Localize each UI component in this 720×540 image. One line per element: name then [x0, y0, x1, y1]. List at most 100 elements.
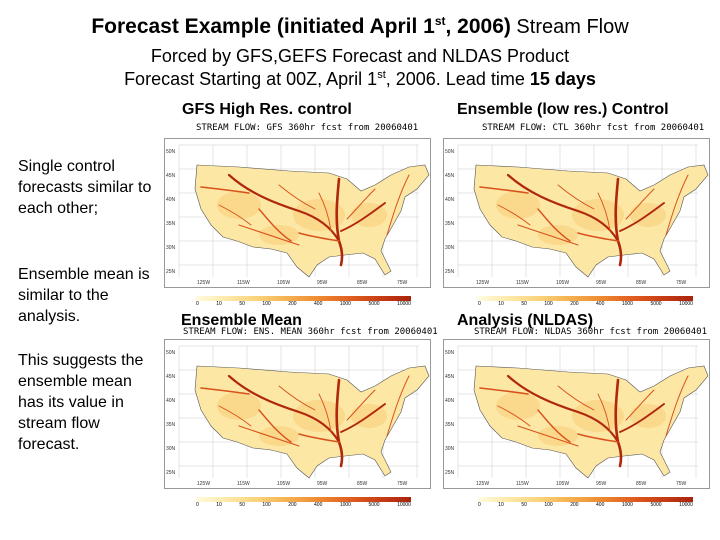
river-channel: [200, 387, 250, 395]
colorbar-gradient: [196, 296, 411, 301]
river-channel: [597, 192, 611, 232]
side-note-suggestion: This suggests the ensemble mean has its …: [18, 352, 144, 453]
river-channel: [497, 405, 531, 427]
colorbar-tick-labels: 0 10 50 100 200 400 1000 5000 10000: [196, 502, 411, 508]
longitude-label: 115W: [237, 280, 250, 286]
longitude-label: 125W: [197, 280, 210, 286]
colorbar-tick: 10000: [679, 502, 693, 508]
river-channel: [200, 186, 250, 194]
river-channel: [497, 204, 531, 226]
colorbar-tick: 100: [544, 502, 553, 508]
colorbar-tick: 200: [288, 502, 297, 508]
longitude-label: 75W: [676, 280, 687, 286]
river-channel: [665, 174, 689, 236]
colorbar-tick: 5000: [368, 502, 380, 508]
river-channel: [318, 192, 332, 232]
colorbar-tick-labels: 0 10 50 100 200 400 1000 5000 10000: [478, 502, 693, 508]
title-text-topic: Stream Flow: [510, 16, 629, 38]
river-channel: [227, 173, 341, 243]
longitude-label: 95W: [596, 280, 607, 286]
latitude-label: 40N: [445, 197, 455, 203]
latitude-label: 25N: [445, 269, 455, 275]
us-streamflow-map-ensemble-mean: 125W 115W 105W 95W 85W 75W 50N 45N 40N 35N 30N 25N: [166, 345, 430, 487]
subtitle-lead-text: , 2006. Lead time: [385, 69, 530, 89]
latitude-label: 30N: [445, 446, 455, 452]
colorbar-tick-labels: 0 10 50 100 200 400 1000 5000 10000: [478, 301, 693, 307]
longitude-label: 95W: [317, 280, 328, 286]
longitude-label: 75W: [397, 280, 408, 286]
latitude-label: 45N: [166, 173, 176, 179]
colorbar-tick: 10: [498, 502, 504, 508]
river-channel: [258, 409, 292, 443]
longitude-label: 85W: [636, 280, 647, 286]
latitude-label: 45N: [445, 173, 455, 179]
longitude-label: 105W: [277, 481, 290, 487]
colorbar-tick: 10: [216, 301, 222, 307]
latitude-label: 30N: [166, 446, 176, 452]
longitude-label: 95W: [317, 481, 328, 487]
flow-region: [538, 426, 578, 446]
river-channel: [517, 425, 579, 447]
longitude-label: 85W: [357, 481, 368, 487]
colorbar-top-left: 0 10 50 100 200 400 1000 5000 10000: [196, 296, 411, 307]
colorbar-tick-labels: 0 10 50 100 200 400 1000 5000 10000: [196, 301, 411, 307]
latitude-label: 35N: [445, 422, 455, 428]
colorbar-gradient: [478, 497, 693, 502]
map-title-analysis: STREAM FLOW: NLDAS 360hr fcst from 20060…: [474, 327, 707, 337]
river-channel: [298, 433, 340, 443]
river-channel: [577, 433, 619, 443]
flow-region: [572, 199, 624, 231]
river-channel: [537, 409, 571, 443]
side-note-ensemble-mean: Ensemble mean is similar to the analysis…: [18, 266, 150, 325]
map-title-ensemble-mean: STREAM FLOW: ENS. MEAN 360hr fcst from 2…: [183, 327, 438, 337]
colorbar-tick: 5000: [650, 502, 662, 508]
river-channel: [346, 389, 376, 421]
colorbar-gradient: [478, 296, 693, 301]
longitude-label: 105W: [556, 481, 569, 487]
colorbar-tick: 1000: [339, 301, 351, 307]
longitude-label: 85W: [357, 280, 368, 286]
colorbar-bottom-right: 0 10 50 100 200 400 1000 5000 10000: [478, 497, 693, 508]
side-note-control: Single control forecasts similar to each…: [18, 158, 152, 217]
us-streamflow-map-ensemble-control: 125W 115W 105W 95W 85W 75W 50N 45N 40N 35N 30N 25N: [445, 144, 709, 286]
river-channel: [506, 374, 620, 444]
flow-region: [496, 392, 540, 420]
latitude-label: 30N: [166, 245, 176, 251]
latitude-label: 45N: [445, 374, 455, 380]
colorbar-tick: 100: [262, 301, 271, 307]
river-channel: [517, 224, 579, 246]
colorbar-tick: 10000: [397, 502, 411, 508]
longitude-label: 115W: [237, 481, 250, 487]
us-streamflow-map-analysis: 125W 115W 105W 95W 85W 75W 50N 45N 40N 35N 30N 25N: [445, 345, 709, 487]
latitude-label: 30N: [445, 245, 455, 251]
longitude-label: 105W: [556, 280, 569, 286]
latitude-label: 50N: [166, 350, 176, 356]
colorbar-tick: 200: [570, 502, 579, 508]
map-panel-gfs: 125W 115W 105W 95W 85W 75W 50N 45N 40N 35N 30N 25N: [164, 138, 431, 288]
longitude-label: 115W: [516, 481, 529, 487]
latitude-label: 40N: [445, 398, 455, 404]
colorbar-tick: 10: [498, 301, 504, 307]
river-channel: [258, 208, 292, 242]
colorbar-tick: 50: [521, 301, 527, 307]
panel-label-analysis: Analysis (NLDAS): [457, 312, 594, 329]
longitude-label: 125W: [476, 481, 489, 487]
map-title-ensemble-control: STREAM FLOW: CTL 360hr fcst from 2006040…: [482, 123, 705, 133]
colorbar-tick: 5000: [368, 301, 380, 307]
colorbar-gradient: [196, 497, 411, 502]
colorbar-tick: 1000: [339, 502, 351, 508]
river-channel: [340, 202, 386, 232]
colorbar-tick: 0: [196, 502, 199, 508]
colorbar-tick: 1000: [621, 301, 633, 307]
longitude-label: 105W: [277, 280, 290, 286]
latitude-label: 35N: [166, 221, 176, 227]
subtitle-start-text: Forecast Starting at 00Z, April 1: [124, 69, 378, 89]
colorbar-tick: 10000: [397, 301, 411, 307]
river-channel: [227, 374, 341, 444]
title-text-date: , 2006): [445, 15, 511, 38]
colorbar-tick: 200: [288, 301, 297, 307]
colorbar-tick: 0: [478, 502, 481, 508]
flow-region: [217, 191, 261, 219]
river-channel: [619, 202, 665, 232]
map-panel-ensemble-mean: 125W 115W 105W 95W 85W 75W 50N 45N 40N 35N 30N 25N: [164, 339, 431, 489]
